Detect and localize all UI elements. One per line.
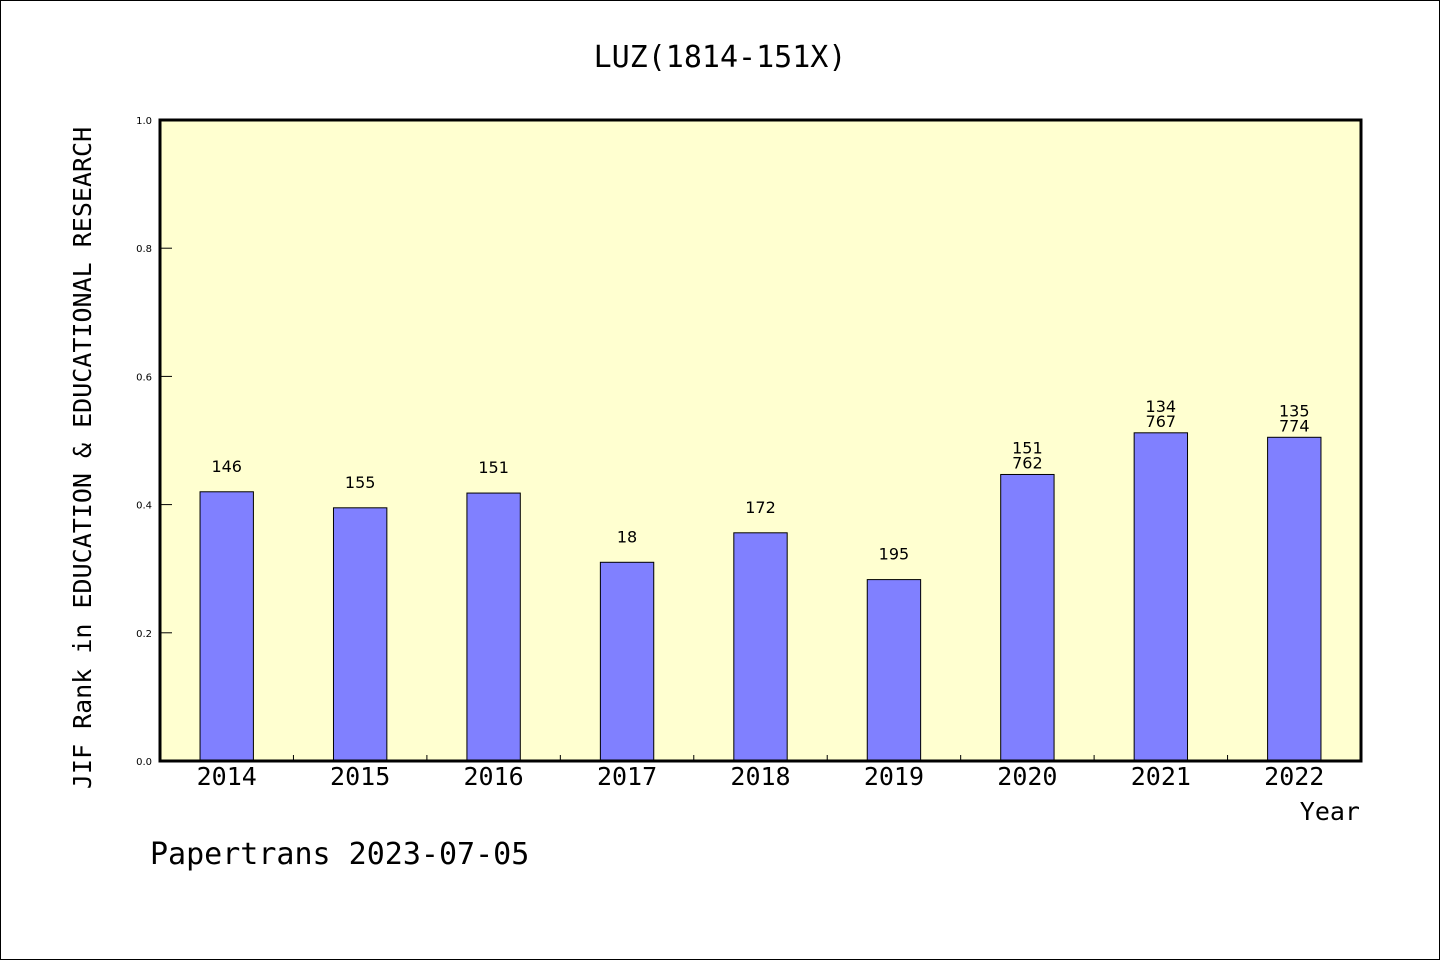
x-tick-label: 2014: [197, 762, 257, 791]
bar-2019: [866, 579, 922, 762]
data-label: 18: [617, 527, 637, 546]
bar-2021: [1133, 432, 1189, 762]
data-label: 146: [211, 457, 242, 476]
ticks-layer: 0.0 0.2 0.4 0.6 0.8 1.0 2014 2015 2016 2017 2018 20…: [136, 116, 1324, 791]
data-label: 151: [1012, 438, 1043, 457]
bar-2016: [466, 492, 521, 762]
data-label: 195: [879, 545, 910, 564]
data-label: 767: [1146, 412, 1177, 431]
chart-title: LUZ(1814-151X): [594, 40, 847, 75]
bar-2015: [332, 507, 388, 762]
y-axis-label: JIF Rank in EDUCATION & EDUCATIONAL RESE…: [68, 127, 97, 789]
y-tick-label: 1.0: [136, 116, 152, 127]
y-tick-label: 0.2: [136, 629, 152, 640]
x-tick-label: 2021: [1131, 762, 1191, 791]
x-tick-label: 2015: [330, 762, 390, 791]
x-tick-label: 2020: [997, 762, 1057, 791]
y-tick-label: 0.6: [136, 372, 152, 383]
data-label: 135: [1279, 401, 1310, 420]
x-axis-label: Year: [1300, 797, 1360, 826]
plot-border: [158, 118, 1363, 763]
x-tick-label: 2016: [464, 762, 524, 791]
y-tick-label: 0.8: [136, 244, 152, 255]
data-label: 762: [1012, 453, 1043, 472]
bar-2017: [599, 561, 655, 762]
data-label: 155: [345, 473, 376, 492]
x-tick-label: 2019: [864, 762, 924, 791]
x-tick-label: 2018: [730, 762, 790, 791]
data-label: 774: [1279, 416, 1310, 435]
bar-2020: [1000, 473, 1055, 762]
y-tick-label: 0.0: [136, 757, 152, 768]
data-label: 172: [745, 498, 776, 517]
data-label: 151: [478, 458, 509, 477]
bar-2014: [199, 491, 254, 762]
data-label: 134: [1146, 397, 1177, 416]
bar-2018: [733, 532, 788, 762]
footer-text: Papertrans 2023-07-05: [150, 837, 529, 872]
x-tick-label: 2017: [597, 762, 657, 791]
x-tick-label: 2022: [1264, 762, 1324, 791]
y-tick-label: 0.4: [136, 501, 152, 512]
bar-2022: [1267, 436, 1322, 762]
